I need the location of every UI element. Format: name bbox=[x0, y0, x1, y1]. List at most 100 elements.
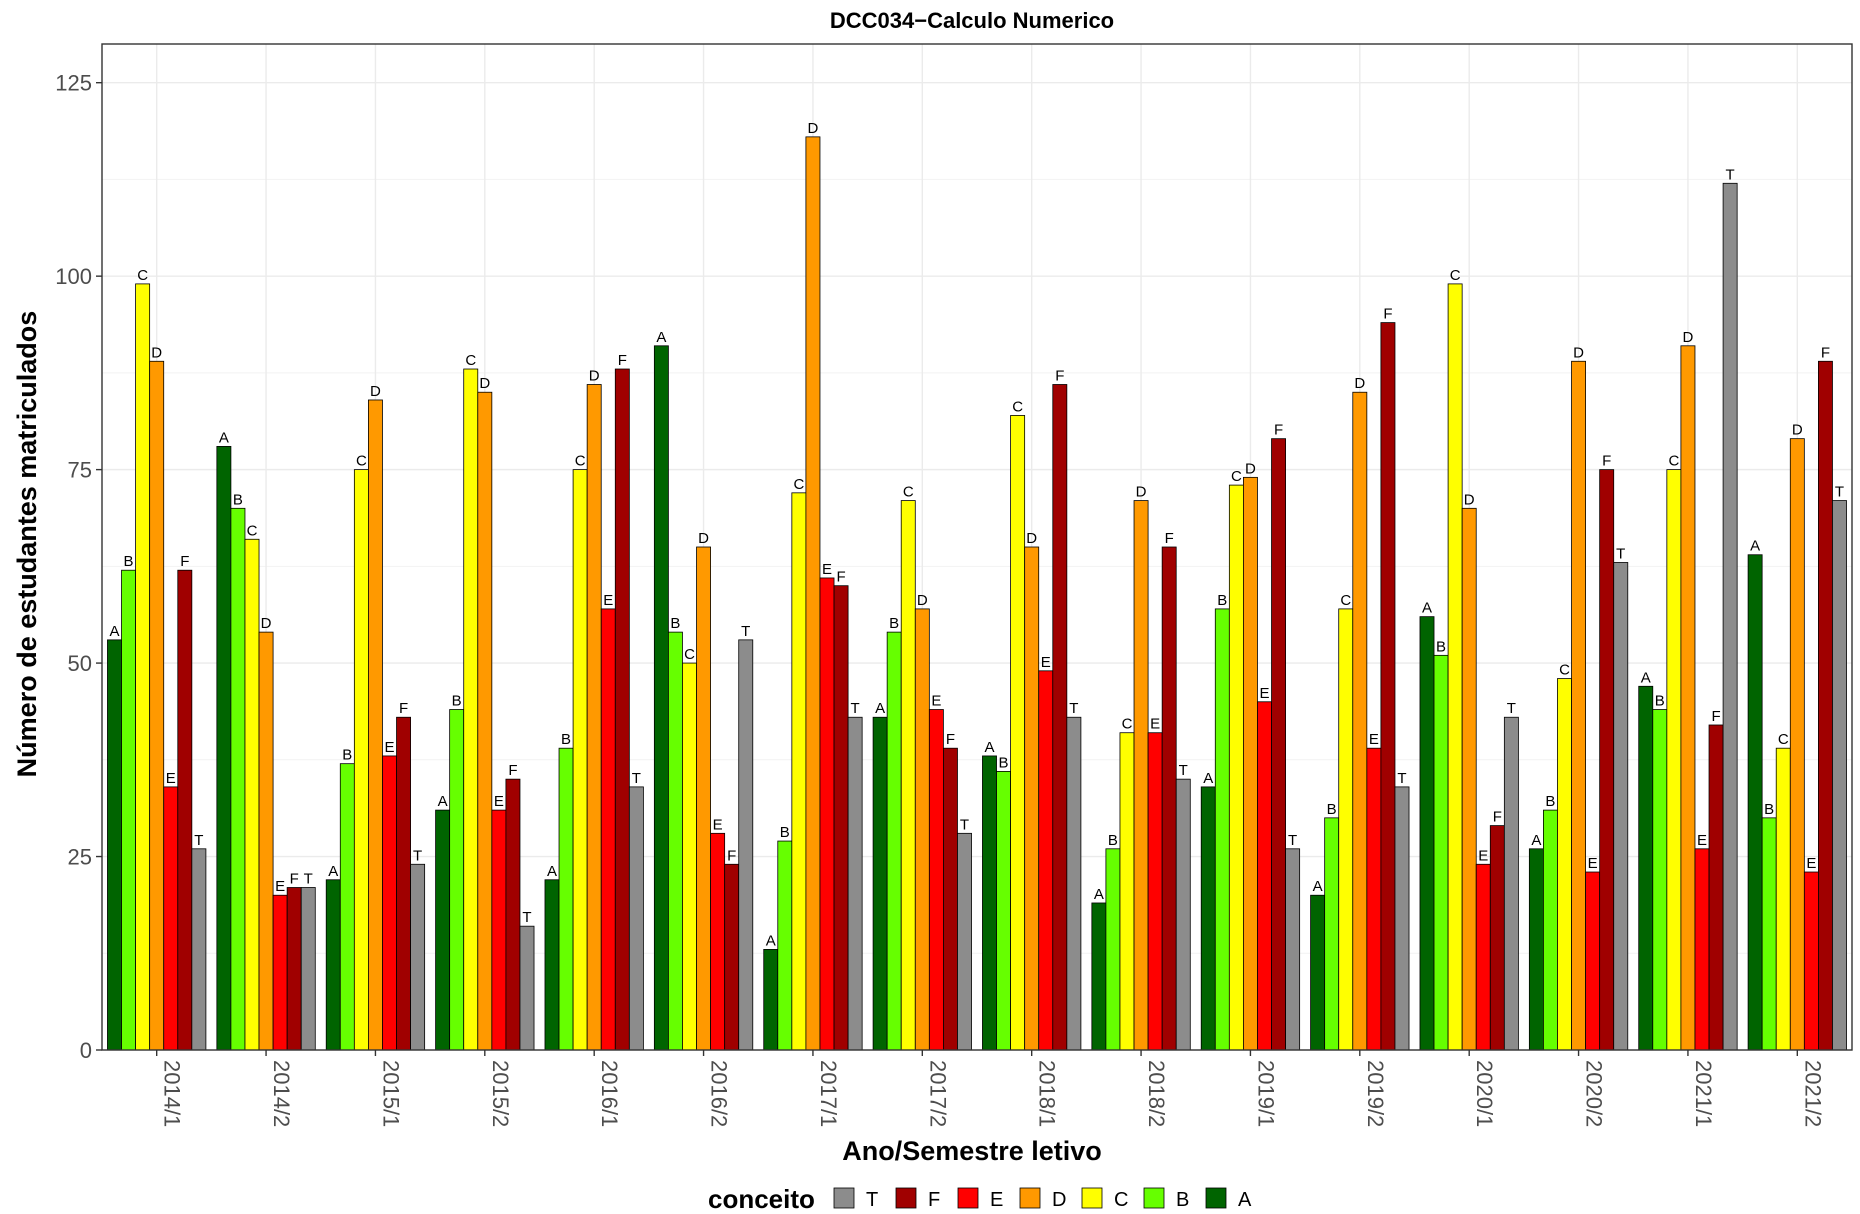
bar-T-2017/2 bbox=[957, 832, 972, 1051]
bar-F-2021/2 bbox=[1818, 360, 1833, 1051]
bar-C-2016/1 bbox=[572, 469, 588, 1051]
bar-T-2020/2 bbox=[1613, 562, 1629, 1051]
bar-label: A bbox=[1531, 832, 1541, 849]
bar-label: T bbox=[632, 770, 641, 787]
bar-label: F bbox=[1711, 708, 1720, 725]
bar-B-2018/2 bbox=[1105, 848, 1121, 1051]
bar-C-2021/2 bbox=[1775, 747, 1791, 1051]
bar-label: D bbox=[1573, 344, 1584, 361]
bar-label: B bbox=[1764, 801, 1774, 818]
bar-label: B bbox=[999, 754, 1009, 771]
bar-label: D bbox=[1464, 491, 1475, 508]
bar-label: B bbox=[561, 731, 571, 748]
bar-label: D bbox=[1136, 484, 1147, 501]
bar-T-2021/1 bbox=[1722, 182, 1738, 1051]
bar-T-2014/1 bbox=[191, 848, 207, 1051]
bar-label: C bbox=[1012, 398, 1023, 415]
bar-E-2018/1 bbox=[1038, 670, 1054, 1051]
bar-F-2017/2 bbox=[943, 747, 958, 1051]
bar-E-2016/2 bbox=[710, 832, 726, 1051]
bar-label: D bbox=[808, 120, 819, 137]
bar-F-2020/2 bbox=[1599, 469, 1615, 1051]
bar-label: A bbox=[1094, 886, 1104, 903]
bar-label: D bbox=[917, 592, 928, 609]
bar-A-2017/1 bbox=[763, 949, 779, 1051]
bar-D-2021/2 bbox=[1789, 438, 1805, 1051]
bar-A-2017/2 bbox=[872, 716, 888, 1051]
bar-F-2021/1 bbox=[1708, 724, 1724, 1051]
bar-label: E bbox=[603, 592, 613, 609]
bar-B-2014/2 bbox=[230, 507, 246, 1051]
bar-label: E bbox=[1478, 847, 1488, 864]
x-tick-label: 2017/2 bbox=[925, 1060, 950, 1127]
bar-A-2015/1 bbox=[325, 879, 341, 1051]
x-tick-label: 2016/2 bbox=[707, 1060, 732, 1127]
bar-A-2020/1 bbox=[1419, 616, 1435, 1051]
bar-label: C bbox=[1340, 592, 1351, 609]
y-tick-label: 100 bbox=[55, 264, 92, 289]
bar-E-2017/1 bbox=[819, 577, 835, 1051]
bar-F-2015/2 bbox=[505, 778, 521, 1051]
legend-label-T: T bbox=[866, 1189, 878, 1211]
bar-T-2016/1 bbox=[628, 786, 644, 1051]
bar-D-2016/2 bbox=[696, 546, 711, 1051]
bar-E-2014/2 bbox=[272, 894, 288, 1051]
bar-label: T bbox=[960, 816, 969, 833]
bar-label: C bbox=[247, 522, 258, 539]
bar-label: B bbox=[124, 553, 134, 570]
bar-A-2014/1 bbox=[107, 639, 122, 1051]
bar-label: F bbox=[399, 700, 408, 717]
bar-B-2015/1 bbox=[339, 763, 355, 1051]
bar-E-2016/1 bbox=[600, 608, 616, 1051]
bar-E-2020/2 bbox=[1585, 871, 1601, 1051]
bar-label: A bbox=[219, 429, 229, 446]
bar-label: F bbox=[290, 870, 299, 887]
bar-label: A bbox=[438, 793, 448, 810]
bar-label: C bbox=[903, 484, 914, 501]
bar-A-2018/1 bbox=[982, 755, 997, 1051]
bar-label: F bbox=[1274, 422, 1283, 439]
bar-label: F bbox=[1821, 344, 1830, 361]
legend-key-B bbox=[1143, 1187, 1165, 1209]
bar-A-2020/2 bbox=[1528, 848, 1544, 1051]
x-tick-label: 2014/1 bbox=[160, 1060, 185, 1127]
bar-T-2019/1 bbox=[1285, 848, 1301, 1051]
bar-label: E bbox=[1588, 855, 1598, 872]
bar-A-2016/2 bbox=[653, 345, 669, 1051]
bar-label: F bbox=[180, 553, 189, 570]
bar-label: T bbox=[304, 870, 313, 887]
bar-F-2016/1 bbox=[614, 368, 630, 1051]
x-tick-label: 2014/2 bbox=[269, 1060, 294, 1127]
bar-D-2018/2 bbox=[1133, 500, 1149, 1051]
bar-label: T bbox=[522, 909, 531, 926]
bar-label: D bbox=[1245, 460, 1256, 477]
bar-label: B bbox=[1327, 801, 1337, 818]
bar-label: F bbox=[1383, 306, 1392, 323]
bar-C-2014/1 bbox=[135, 283, 151, 1051]
bar-label: A bbox=[328, 863, 338, 880]
bar-label: T bbox=[851, 700, 860, 717]
bar-label: B bbox=[780, 824, 790, 841]
bar-B-2016/1 bbox=[558, 747, 574, 1051]
bar-label: E bbox=[1259, 685, 1269, 702]
bar-B-2020/1 bbox=[1433, 654, 1449, 1051]
bar-label: A bbox=[656, 329, 666, 346]
bar-E-2021/1 bbox=[1694, 848, 1710, 1051]
bar-label: C bbox=[575, 453, 586, 470]
bar-label: E bbox=[1697, 832, 1707, 849]
bar-F-2014/2 bbox=[286, 887, 302, 1051]
bar-label: B bbox=[889, 615, 899, 632]
legend: conceito T F E D C B A bbox=[708, 1184, 1252, 1214]
bar-label: D bbox=[1354, 375, 1365, 392]
bar-B-2021/2 bbox=[1761, 817, 1777, 1051]
bar-E-2019/1 bbox=[1257, 701, 1272, 1051]
legend-key-F bbox=[895, 1187, 917, 1209]
bar-T-2017/1 bbox=[847, 716, 863, 1051]
x-tick-label: 2021/2 bbox=[1800, 1060, 1825, 1127]
bar-label: T bbox=[1835, 484, 1844, 501]
bar-E-2018/2 bbox=[1147, 732, 1163, 1051]
bar-label: A bbox=[766, 932, 776, 949]
bar-T-2015/2 bbox=[519, 925, 535, 1051]
bar-label: D bbox=[1026, 530, 1037, 547]
bar-C-2020/1 bbox=[1447, 283, 1463, 1051]
